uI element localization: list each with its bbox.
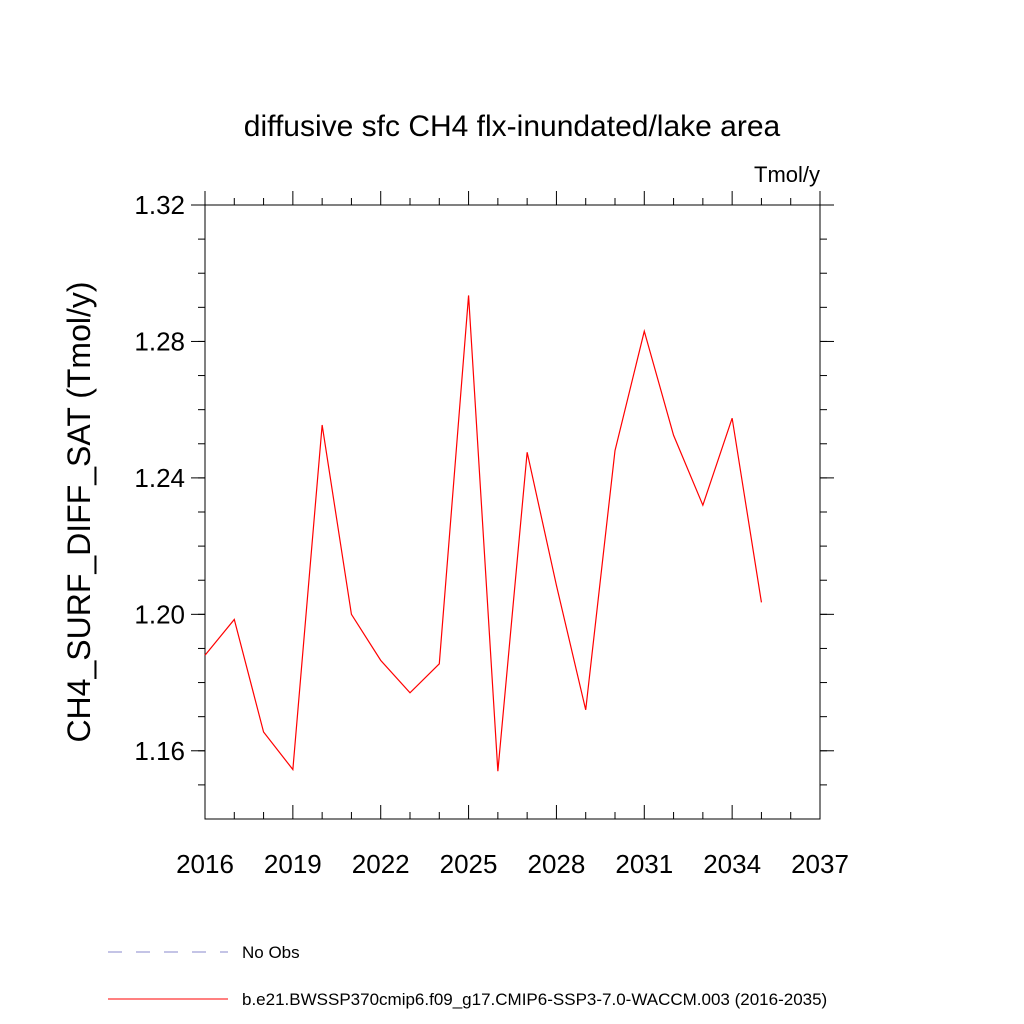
plot-frame: [204, 204, 821, 820]
x-tick-label: 2028: [528, 849, 586, 879]
x-tick-label: 2019: [264, 849, 322, 879]
series-line: [204, 295, 763, 772]
x-tick-label: 2031: [615, 849, 673, 879]
y-tick-label: 1.20: [134, 599, 185, 629]
legend-label: No Obs: [242, 943, 300, 962]
x-tick-label: 2022: [352, 849, 410, 879]
y-tick-label: 1.28: [134, 326, 185, 356]
ticks-layer: 2016 2019 2022 2025 2028 2031 2034 2037 1.16 1.20…: [134, 190, 849, 879]
units-label: Tmol/y: [754, 162, 820, 187]
legend-label: b.e21.BWSSP370cmip6.f09_g17.CMIP6-SSP3-7…: [242, 990, 827, 1009]
y-tick-label: 1.32: [134, 190, 185, 220]
x-tick-label: 2016: [176, 849, 234, 879]
y-axis-label: CH4_SURF_DIFF_SAT (Tmol/y): [61, 281, 97, 742]
x-tick-label: 2034: [703, 849, 761, 879]
x-tick-label: 2037: [791, 849, 849, 879]
y-tick-label: 1.16: [134, 736, 185, 766]
legend: No Obs b.e21.BWSSP370cmip6.f09_g17.CMIP6-…: [108, 943, 827, 1009]
x-tick-label: 2025: [440, 849, 498, 879]
series-layer: [204, 295, 763, 772]
y-tick-label: 1.24: [134, 463, 185, 493]
chart-title: diffusive sfc CH4 flx-inundated/lake are…: [244, 110, 781, 143]
